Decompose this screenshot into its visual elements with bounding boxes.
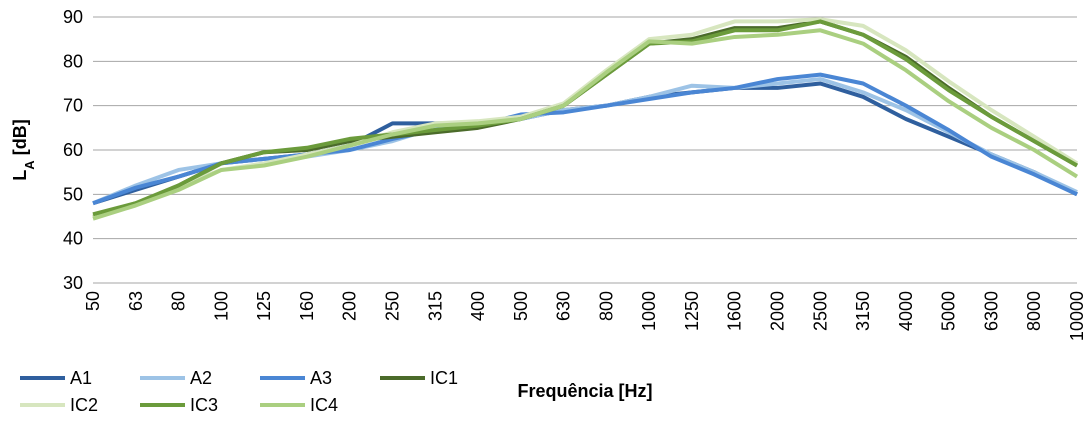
x-tick-label: 1600 — [725, 291, 745, 331]
x-tick-label: 500 — [511, 291, 531, 321]
x-tick-label: 2500 — [810, 291, 830, 331]
legend-label: IC2 — [70, 395, 98, 415]
x-tick-label: 315 — [425, 291, 445, 321]
x-tick-label: 100 — [211, 291, 231, 321]
x-tick-label: 400 — [468, 291, 488, 321]
y-tick-label: 70 — [63, 96, 83, 116]
x-tick-label: 160 — [297, 291, 317, 321]
x-tick-label: 63 — [126, 291, 146, 311]
y-label-main: L — [10, 170, 30, 181]
x-tick-label: 10000 — [1067, 291, 1087, 341]
x-tick-label: 6300 — [981, 291, 1001, 331]
y-tick-label: 40 — [63, 229, 83, 249]
x-tick-label: 630 — [554, 291, 574, 321]
x-tick-label: 250 — [382, 291, 402, 321]
y-tick-label: 60 — [63, 140, 83, 160]
x-tick-label: 50 — [83, 291, 103, 311]
y-axis-label: LA [dB] — [10, 119, 37, 180]
x-tick-label: 200 — [340, 291, 360, 321]
x-tick-label: 3150 — [853, 291, 873, 331]
y-label-sub: A — [22, 160, 37, 170]
y-label-suffix: [dB] — [10, 119, 30, 155]
y-tick-label: 50 — [63, 184, 83, 204]
x-tick-label: 800 — [596, 291, 616, 321]
x-tick-label: 80 — [169, 291, 189, 311]
x-tick-label: 1250 — [682, 291, 702, 331]
legend-label: IC3 — [190, 395, 218, 415]
series-line — [92, 81, 1078, 206]
legend-label: A2 — [190, 368, 212, 388]
y-tick-label: 30 — [63, 273, 83, 293]
series-line — [92, 77, 1078, 206]
legend-label: IC4 — [310, 395, 338, 415]
x-tick-label: 125 — [254, 291, 274, 321]
y-tick-label: 80 — [63, 51, 83, 71]
x-tick-label: 1000 — [639, 291, 659, 331]
legend-label: IC1 — [430, 368, 458, 388]
x-tick-label: 4000 — [896, 291, 916, 331]
x-tick-label: 5000 — [939, 291, 959, 331]
series-line — [92, 72, 1078, 206]
y-tick-label: 90 — [63, 7, 83, 27]
series-line — [92, 28, 1079, 221]
legend-label: A3 — [310, 368, 332, 388]
x-axis-label: Frequência [Hz] — [517, 381, 652, 401]
legend-label: A1 — [70, 368, 92, 388]
x-tick-label: 2000 — [768, 291, 788, 331]
x-tick-label: 8000 — [1024, 291, 1044, 331]
